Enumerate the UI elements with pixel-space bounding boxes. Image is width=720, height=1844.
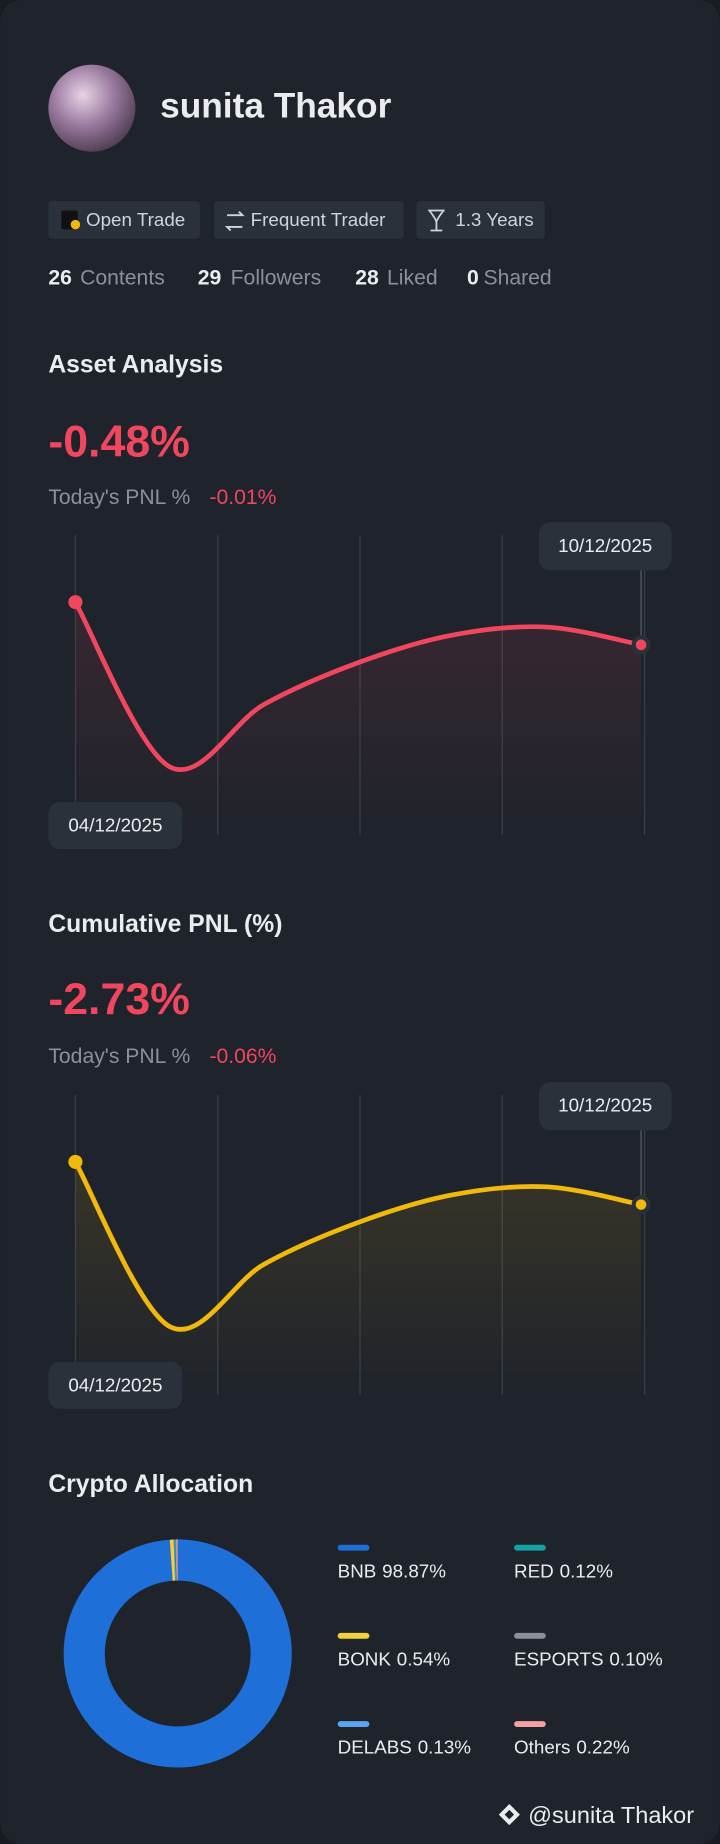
stat-label: Contents xyxy=(80,266,165,289)
legend-name: BNB xyxy=(338,1560,377,1581)
today-label: Today's PNL % xyxy=(48,486,190,509)
stat-label: Shared xyxy=(483,266,551,289)
legend-entry: ESPORTS 0.10% xyxy=(514,1649,663,1670)
donut-slice xyxy=(174,1539,177,1581)
legend-value: 0.10% xyxy=(609,1649,663,1670)
watermark-logo xyxy=(498,1804,520,1826)
stat-count: 0 xyxy=(467,266,479,289)
end-point-dot xyxy=(635,639,647,651)
donut-slice xyxy=(175,1539,177,1581)
legend-swatch xyxy=(337,1632,370,1639)
legend-swatch xyxy=(514,1544,546,1551)
legend-entry: DELABS 0.13% xyxy=(338,1737,472,1758)
badge xyxy=(48,201,201,239)
today-label: Today's PNL % xyxy=(48,1045,190,1068)
end-date: 10/12/2025 xyxy=(558,1095,652,1116)
stat-label: Followers xyxy=(231,266,322,289)
stat-count: 29 xyxy=(198,266,222,289)
donut-slice xyxy=(176,1539,178,1581)
legend-value: 98.87% xyxy=(382,1560,446,1581)
pnl-value: -2.73% xyxy=(48,975,190,1024)
stat-count: 26 xyxy=(48,266,72,289)
start-date: 04/12/2025 xyxy=(68,1374,162,1395)
badge xyxy=(416,201,545,239)
legend-value: 0.12% xyxy=(560,1560,614,1581)
tooltip xyxy=(538,522,672,571)
donut-slice xyxy=(173,1539,176,1581)
badge-icon xyxy=(428,209,445,232)
legend-swatch xyxy=(337,1721,370,1727)
tooltip xyxy=(48,1361,183,1409)
watermark: @sunita Thakor xyxy=(528,1802,694,1828)
legend-swatch xyxy=(337,1544,370,1551)
today-value: -0.01% xyxy=(209,486,276,509)
section-title: Cumulative PNL (%) xyxy=(48,911,282,938)
pnl-value: -0.48% xyxy=(48,417,190,466)
today-value: -0.06% xyxy=(209,1045,276,1068)
legend-value: 0.54% xyxy=(397,1649,451,1670)
area xyxy=(75,1161,642,1395)
legend-value: 0.22% xyxy=(576,1737,630,1758)
start-point xyxy=(68,595,83,610)
legend-entry: RED 0.12% xyxy=(514,1560,613,1581)
start-point xyxy=(68,1154,83,1169)
badge-icon xyxy=(70,219,81,230)
section-title: Asset Analysis xyxy=(48,351,223,378)
end-point-dot xyxy=(635,1199,647,1210)
legend-value: 0.13% xyxy=(418,1737,472,1758)
legend-name: ESPORTS xyxy=(514,1649,604,1670)
badge-icon xyxy=(224,211,245,232)
legend-entry: BONK 0.54% xyxy=(338,1649,451,1670)
start-date: 04/12/2025 xyxy=(68,815,162,836)
legend-entry: Others 0.22% xyxy=(514,1737,630,1758)
badge-label: Frequent Trader xyxy=(251,209,386,230)
avatar[interactable] xyxy=(48,64,136,152)
badge-label: 1.3 Years xyxy=(455,209,533,230)
legend-name: Others xyxy=(514,1737,570,1758)
line xyxy=(73,1159,644,1332)
stat-count: 28 xyxy=(355,266,379,289)
donut-slice xyxy=(63,1539,292,1768)
legend-name: DELABS xyxy=(338,1737,412,1758)
section-title: Crypto Allocation xyxy=(48,1471,253,1498)
line xyxy=(73,599,644,772)
stat-label: Liked xyxy=(387,266,438,289)
legend-swatch xyxy=(514,1721,546,1727)
tooltip xyxy=(48,802,183,850)
area xyxy=(75,602,642,835)
tooltip xyxy=(538,1081,672,1131)
legend-name: BONK xyxy=(338,1649,392,1670)
user-name: sunita Thakor xyxy=(160,87,392,126)
legend-name: RED xyxy=(514,1560,554,1581)
badge xyxy=(214,201,404,239)
legend-swatch xyxy=(514,1632,546,1639)
end-date: 10/12/2025 xyxy=(558,535,652,556)
badge-label: Open Trade xyxy=(86,209,185,230)
legend-entry: BNB 98.87% xyxy=(338,1560,447,1581)
donut-slice xyxy=(169,1539,176,1581)
